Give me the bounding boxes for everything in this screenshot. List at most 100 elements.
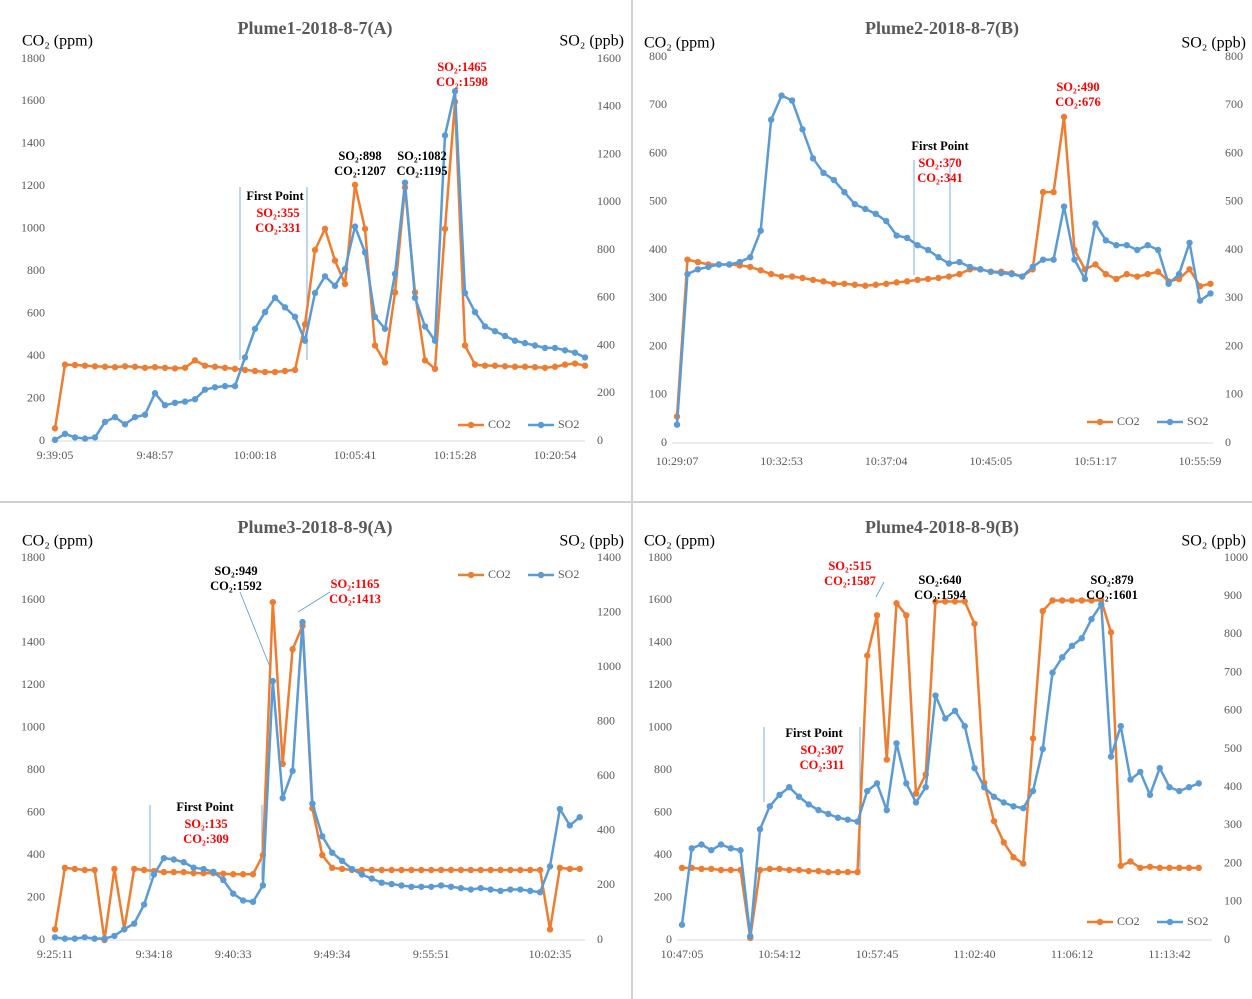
data-point xyxy=(1039,188,1047,196)
chart-panel: Plume4-2018-8-9(B) CO₂ (ppm) SO₂ (ppb) 0 200… xyxy=(644,517,1248,961)
data-point xyxy=(708,847,715,854)
data-point xyxy=(398,882,405,889)
data-point xyxy=(231,382,239,390)
data-point xyxy=(441,132,449,139)
data-point xyxy=(487,866,494,874)
y2-axis-title: SO₂ (ppb) xyxy=(1181,533,1246,550)
data-point xyxy=(358,866,366,874)
data-point xyxy=(471,308,479,316)
data-point xyxy=(1207,290,1214,297)
data-point xyxy=(556,864,564,872)
data-point xyxy=(1186,266,1193,273)
y-tick-label: 0 xyxy=(666,932,672,946)
data-point xyxy=(912,799,920,806)
y2-tick-label: 1600 xyxy=(597,51,621,65)
data-point xyxy=(678,864,686,872)
data-point xyxy=(71,865,79,873)
data-point xyxy=(171,399,179,406)
y2-tick-label: 1400 xyxy=(597,99,621,113)
data-point xyxy=(527,887,534,895)
data-point xyxy=(1049,669,1056,676)
data-point xyxy=(820,278,827,285)
data-point xyxy=(1000,799,1007,806)
data-point xyxy=(467,866,474,874)
annotation: First Point xyxy=(246,189,304,203)
data-point xyxy=(201,386,209,393)
y2-tick-label: 400 xyxy=(1225,242,1243,256)
data-point xyxy=(736,258,743,266)
data-point xyxy=(951,707,959,714)
y-tick-label: 0 xyxy=(661,435,667,449)
data-point xyxy=(942,715,949,722)
data-point xyxy=(191,396,199,403)
x-tick-label: 10:15:28 xyxy=(434,448,477,462)
y-tick-label: 1000 xyxy=(21,720,45,734)
y2-tick-label: 0 xyxy=(1224,932,1230,946)
data-point xyxy=(1102,237,1110,244)
data-point xyxy=(903,612,910,619)
data-point xyxy=(141,411,149,418)
data-point xyxy=(221,382,229,390)
y-tick-label: 200 xyxy=(27,889,45,903)
data-point xyxy=(945,273,953,280)
data-point xyxy=(566,822,573,829)
data-point xyxy=(757,267,764,274)
data-point xyxy=(131,865,138,873)
data-point xyxy=(289,646,296,653)
data-point xyxy=(914,241,921,249)
annotation: First Point xyxy=(785,726,843,740)
data-point xyxy=(726,261,733,268)
data-point xyxy=(1020,860,1027,867)
data-point xyxy=(437,866,445,874)
annotation: CO₂:1601 xyxy=(1086,588,1138,602)
data-point xyxy=(1186,239,1193,246)
data-point xyxy=(1059,597,1066,604)
data-point xyxy=(820,169,827,176)
data-point xyxy=(1195,780,1202,787)
legend-label: CO2 xyxy=(1117,914,1140,928)
y2-tick-label: 600 xyxy=(1224,703,1242,717)
annotation: SO₂:307 xyxy=(800,743,843,757)
data-point xyxy=(527,866,534,874)
data-point xyxy=(830,176,838,184)
annotation: SO₂:490 xyxy=(1056,80,1099,94)
data-point xyxy=(1137,768,1144,776)
data-point xyxy=(903,780,910,787)
data-point xyxy=(815,867,822,875)
data-point xyxy=(391,289,399,296)
data-point xyxy=(961,722,968,730)
data-point xyxy=(388,880,395,888)
chart-panel: Plume1-2018-8-7(A) CO₂ (ppm) SO₂ (ppb) 0 200… xyxy=(21,18,624,462)
annotation: CO₂:1592 xyxy=(210,579,262,593)
data-point xyxy=(825,868,832,876)
divider xyxy=(0,501,1252,503)
annotation: CO₂:1598 xyxy=(436,75,488,89)
data-point xyxy=(61,864,69,872)
x-tick-label: 9:48:57 xyxy=(137,448,174,462)
legend-marker xyxy=(1096,418,1104,426)
data-point xyxy=(1195,864,1202,872)
data-point xyxy=(51,934,59,941)
data-point xyxy=(477,866,484,874)
data-point xyxy=(1175,270,1183,278)
data-point xyxy=(141,364,149,371)
y2-tick-label: 800 xyxy=(597,242,615,256)
y2-tick-label: 700 xyxy=(1225,97,1243,111)
chart-panel: Plume3-2018-8-9(A) CO₂ (ppm) SO₂ (ppb) 0 200… xyxy=(21,517,624,961)
annotation: CO₂:1195 xyxy=(397,164,448,178)
data-point xyxy=(786,866,793,874)
data-point xyxy=(1029,263,1036,271)
y2-tick-label: 200 xyxy=(1224,855,1242,869)
data-point xyxy=(441,225,449,232)
y-tick-label: 1000 xyxy=(21,221,45,235)
data-point xyxy=(795,793,803,800)
data-point xyxy=(551,344,559,352)
data-point xyxy=(501,363,509,370)
data-point xyxy=(351,181,359,189)
annotation: CO₂:311 xyxy=(800,758,845,772)
data-point xyxy=(1207,280,1214,287)
data-point xyxy=(497,866,504,874)
annotation: CO₂:1413 xyxy=(329,592,381,606)
data-point xyxy=(1117,862,1124,869)
data-point xyxy=(864,652,871,659)
